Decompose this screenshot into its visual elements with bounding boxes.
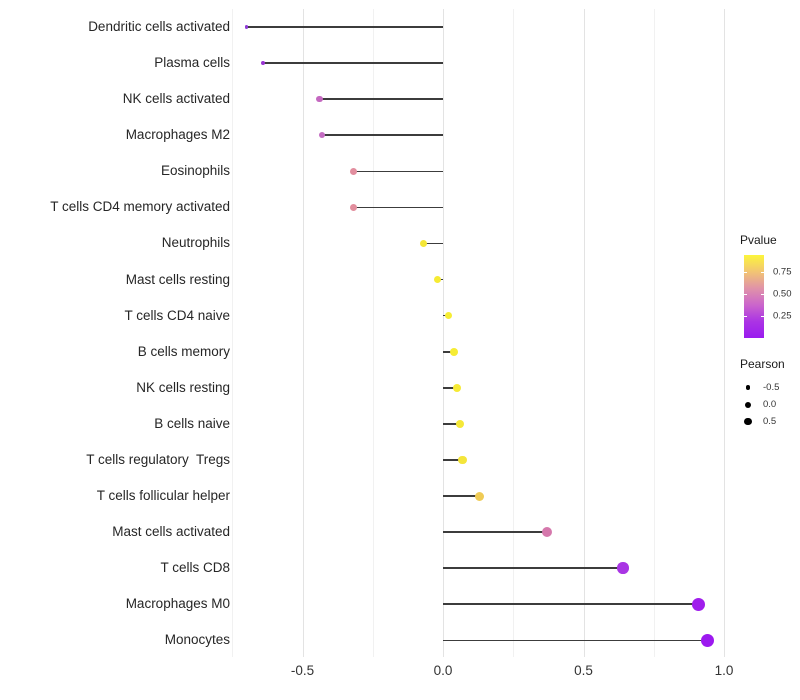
y-axis-label: Dendritic cells activated [88, 19, 230, 34]
lollipop-dot [349, 167, 357, 175]
pearson-legend-dot [745, 385, 751, 390]
lollipop-dot [455, 419, 464, 428]
lollipop-stem [443, 639, 708, 642]
y-axis-label: B cells memory [137, 343, 230, 359]
pvalue-gradient-tick [761, 316, 764, 317]
y-axis-label: T cells CD4 naive [124, 307, 230, 323]
lollipop-dot [318, 131, 326, 139]
lollipop-stem [423, 242, 443, 245]
y-axis-label: T cells CD4 memory activated [50, 199, 230, 215]
pvalue-gradient-bar: 0.75 0.50 0.25 [744, 255, 792, 338]
lollipop-stem [443, 459, 463, 461]
y-axis-label: Monocytes [164, 632, 230, 648]
pvalue-gradient-tick [744, 316, 747, 317]
y-axis-label: Plasma cells [154, 55, 230, 71]
gridline-major [724, 9, 725, 657]
y-axis-label: Macrophages M2 [125, 127, 230, 143]
x-axis-tick-label: 0.5 [574, 663, 593, 678]
y-axis-label: Mast cells activated [112, 524, 230, 540]
lollipop-stem [443, 495, 480, 497]
pvalue-color-legend: Pvalue 0.75 0.50 0.25 [740, 233, 800, 338]
pearson-legend-dot-cell [740, 385, 756, 390]
pvalue-gradient-tick-label: 0.50 [773, 288, 792, 300]
x-axis-tick-label: -0.5 [290, 663, 315, 678]
y-axis-label: B cells naive [154, 415, 230, 431]
y-axis-label: Macrophages M0 [125, 596, 230, 612]
lollipop-stem [319, 98, 443, 100]
lollipop-dot [419, 239, 428, 248]
pvalue-gradient-tick-label: 0.75 [773, 266, 792, 278]
x-axis-tick-label: 1.0 [714, 663, 734, 678]
lollipop-dot [453, 383, 462, 392]
y-axis-label: T cells CD8 [160, 560, 230, 576]
lollipop-stem [443, 423, 460, 425]
lollipop-dot [692, 597, 706, 611]
lollipop-dot [260, 60, 266, 66]
lollipop-dot [444, 311, 453, 320]
gridline-major [443, 9, 444, 657]
y-axis-label: Mast cells resting [125, 271, 230, 287]
pearson-legend-dot [745, 401, 751, 408]
pearson-legend-items: -0.5 0.0 0.5 [740, 379, 800, 430]
gridline-minor [513, 9, 515, 657]
lollipop-dot [617, 562, 629, 574]
lollipop-stem [443, 603, 699, 606]
lollipop-stem [443, 387, 458, 389]
lollipop-dot [475, 491, 485, 501]
lollipop-dot [541, 526, 553, 538]
lollipop-dot [316, 95, 323, 103]
pearson-legend-label: -0.5 [763, 382, 780, 393]
lollipop-stem [246, 26, 443, 28]
y-axis-label: Eosinophils [160, 163, 230, 179]
pearson-legend-row: 0.0 [740, 396, 800, 413]
lollipop-stem [263, 62, 443, 64]
gridline-major [583, 9, 585, 657]
pearson-size-legend: Pearson -0.5 0.0 0.5 [740, 357, 800, 430]
pvalue-gradient-tick [744, 272, 747, 273]
gridline-minor [372, 9, 374, 657]
y-axis-label: NK cells resting [136, 379, 230, 395]
pvalue-gradient-tick-label: 0.25 [773, 310, 792, 322]
pearson-legend-dot [744, 417, 752, 426]
pvalue-gradient-tick [744, 294, 747, 295]
x-axis-tick-label: 0.0 [433, 663, 453, 678]
pvalue-gradient-tick [761, 294, 764, 295]
lollipop-dot [700, 633, 714, 647]
pearson-legend-row: 0.5 [740, 413, 800, 430]
lollipop-stem [322, 134, 443, 137]
pvalue-legend-title: Pvalue [740, 233, 777, 247]
lollipop-stem [353, 206, 443, 209]
lollipop-stem [443, 350, 455, 353]
y-axis-label: T cells regulatory Tregs [86, 451, 230, 467]
lollipop-dot [244, 25, 249, 29]
pearson-legend-dot-cell [740, 417, 756, 426]
pvalue-gradient-tick [761, 272, 764, 273]
gridline-minor [653, 9, 655, 657]
lollipop-dot [458, 455, 467, 465]
lollipop-dot [450, 347, 459, 356]
lollipop-stem [443, 567, 623, 569]
y-axis-label: T cells follicular helper [96, 488, 230, 504]
y-axis-label: NK cells activated [122, 91, 230, 107]
lollipop-stem [443, 531, 547, 533]
pearson-legend-label: 0.0 [763, 399, 777, 410]
y-axis-label: Neutrophils [161, 235, 230, 251]
gridline-minor [232, 9, 234, 657]
lollipop-dot [349, 203, 357, 211]
pearson-legend-row: -0.5 [740, 379, 800, 396]
pearson-legend-label: 0.5 [763, 416, 777, 427]
gridline-major [302, 9, 304, 657]
lollipop-stem [353, 170, 443, 173]
lollipop-dot [433, 275, 442, 284]
pearson-legend-dot-cell [740, 401, 756, 408]
pearson-legend-title: Pearson [740, 357, 785, 371]
